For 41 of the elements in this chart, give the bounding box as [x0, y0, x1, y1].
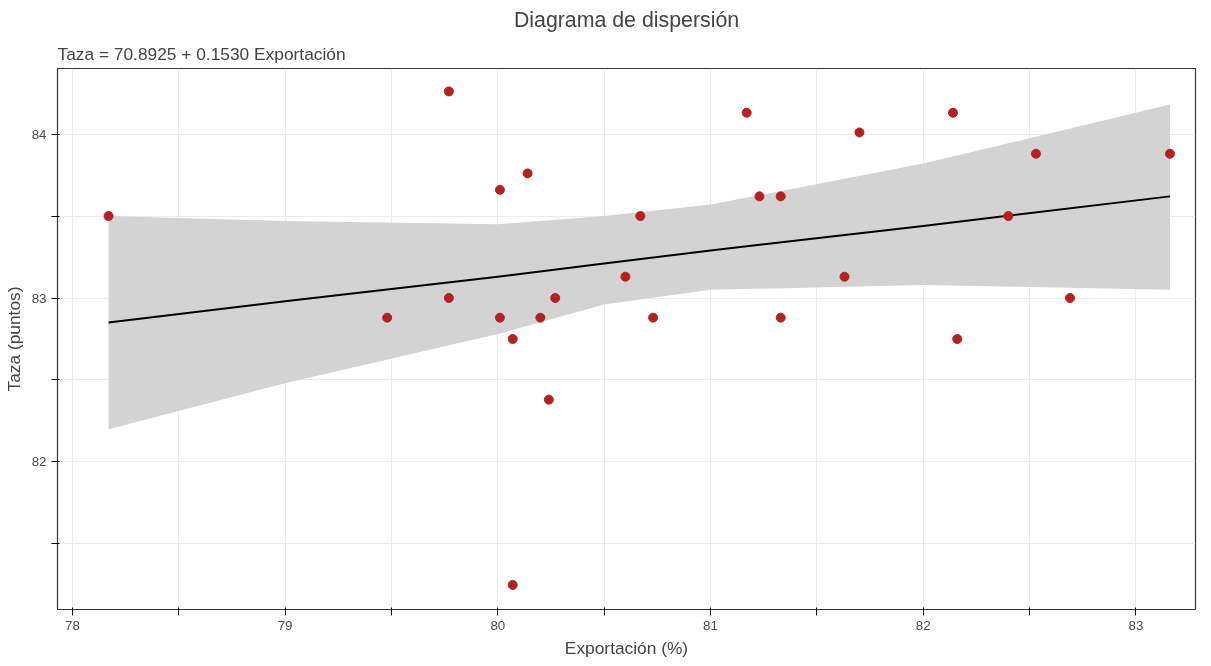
- point: [1164, 148, 1175, 159]
- y-tick-label: 82: [31, 454, 47, 470]
- point: [948, 107, 959, 118]
- point: [839, 271, 850, 282]
- chart-subtitle: Taza = 70.8925 + 0.1530 Exportación: [57, 43, 346, 64]
- point: [775, 312, 786, 323]
- x-axis-title: Exportación (%): [564, 637, 689, 658]
- point: [382, 312, 393, 323]
- point: [535, 312, 546, 323]
- point: [507, 579, 518, 590]
- point: [1003, 211, 1014, 222]
- point: [543, 394, 554, 405]
- y-tick-label: 83: [31, 290, 47, 306]
- chart-title: Diagrama de dispersión: [513, 7, 740, 32]
- y-axis-title: Taza (puntos): [3, 286, 24, 392]
- x-tick-label: 78: [64, 617, 80, 633]
- point: [494, 184, 505, 195]
- point: [103, 211, 114, 222]
- point: [522, 168, 533, 179]
- point: [443, 293, 454, 304]
- x-tick-label: 80: [490, 617, 506, 633]
- x-tick-label: 79: [277, 617, 293, 633]
- point: [754, 191, 765, 202]
- line-series: [107, 195, 1171, 324]
- point: [620, 271, 631, 282]
- x-tick-label: 81: [703, 617, 718, 633]
- point: [952, 334, 963, 344]
- point: [1030, 148, 1041, 159]
- x-tick-label: 82: [915, 617, 931, 633]
- point: [494, 312, 505, 323]
- point: [550, 293, 561, 304]
- point: [854, 127, 865, 138]
- point: [507, 334, 518, 344]
- point: [775, 191, 786, 202]
- point: [443, 86, 454, 97]
- point: [1065, 293, 1075, 304]
- point: [635, 211, 646, 222]
- y-tick-label: 84: [31, 126, 48, 142]
- point: [648, 312, 659, 323]
- point: [741, 107, 752, 118]
- x-tick-label: 83: [1128, 617, 1144, 633]
